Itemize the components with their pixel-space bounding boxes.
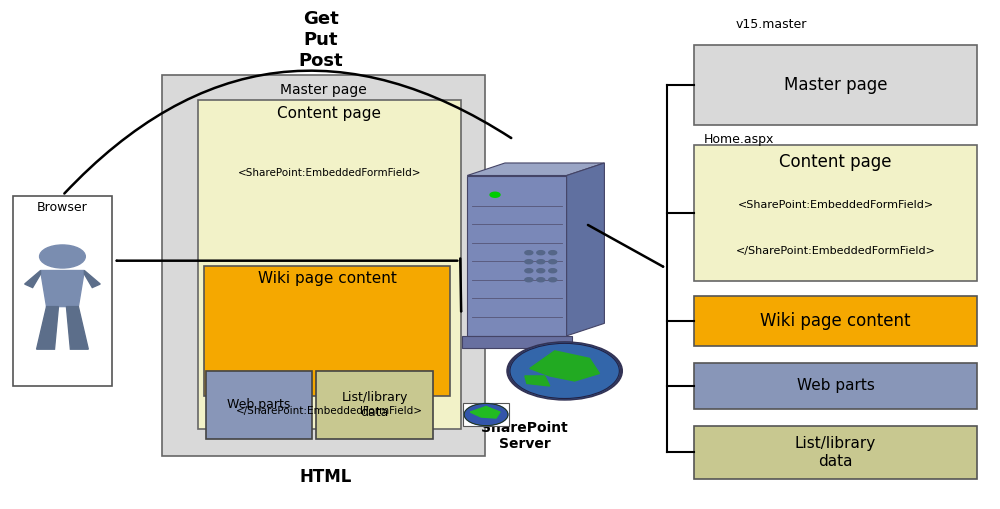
Text: Wiki page content: Wiki page content (760, 312, 911, 330)
Circle shape (537, 269, 545, 273)
Text: List/library
data: List/library data (795, 436, 876, 469)
Circle shape (490, 192, 500, 197)
Bar (694, 426, 977, 478)
Text: v15.master: v15.master (736, 18, 807, 31)
Text: Master page: Master page (280, 83, 367, 97)
Text: Get
Put
Post: Get Put Post (299, 10, 343, 70)
Polygon shape (66, 306, 88, 349)
Text: Wiki page content: Wiki page content (258, 271, 396, 286)
Bar (694, 363, 977, 409)
Text: HTML: HTML (300, 468, 352, 486)
Polygon shape (41, 270, 84, 306)
Polygon shape (37, 306, 58, 349)
Circle shape (525, 269, 533, 273)
Circle shape (549, 278, 557, 282)
Circle shape (525, 260, 533, 264)
Polygon shape (84, 270, 100, 288)
Circle shape (549, 250, 557, 254)
Circle shape (525, 278, 533, 282)
Text: <SharePoint:EmbeddedFormField>: <SharePoint:EmbeddedFormField> (738, 200, 934, 210)
Bar (162, 75, 485, 456)
Circle shape (549, 260, 557, 264)
Circle shape (537, 278, 545, 282)
Polygon shape (470, 407, 500, 418)
Bar (694, 296, 977, 346)
Text: </SharePoint:EmbeddedFormField>: </SharePoint:EmbeddedFormField> (236, 406, 423, 416)
Circle shape (507, 342, 622, 400)
Polygon shape (525, 376, 550, 386)
Text: Web parts: Web parts (227, 398, 291, 411)
Text: Home.aspx: Home.aspx (704, 133, 774, 146)
Bar (467, 176, 567, 336)
FancyArrowPatch shape (64, 71, 511, 193)
Text: Web parts: Web parts (797, 379, 875, 393)
Circle shape (510, 344, 619, 399)
Bar (316, 371, 433, 439)
Polygon shape (467, 163, 604, 176)
Text: Browser: Browser (37, 201, 88, 214)
Text: <SharePoint:EmbeddedFormField>: <SharePoint:EmbeddedFormField> (238, 168, 421, 178)
Polygon shape (530, 351, 599, 381)
Bar (204, 266, 450, 396)
Bar (694, 146, 977, 281)
Circle shape (464, 404, 508, 426)
Bar (206, 371, 312, 439)
Circle shape (537, 260, 545, 264)
Polygon shape (567, 163, 604, 336)
Polygon shape (25, 270, 41, 288)
Circle shape (525, 250, 533, 254)
FancyArrowPatch shape (588, 225, 663, 267)
Text: Content page: Content page (277, 106, 381, 121)
Bar (694, 45, 977, 125)
Text: List/library
data: List/library data (342, 391, 408, 419)
Text: Master page: Master page (784, 76, 887, 94)
Circle shape (537, 250, 545, 254)
Circle shape (549, 269, 557, 273)
Circle shape (40, 245, 85, 268)
Bar (463, 403, 509, 426)
Bar (198, 100, 461, 429)
Bar (462, 336, 572, 348)
Text: </SharePoint:EmbeddedFormField>: </SharePoint:EmbeddedFormField> (736, 246, 936, 256)
Text: Content page: Content page (779, 153, 892, 171)
Bar (13, 195, 112, 386)
Text: SharePoint
Server: SharePoint Server (481, 421, 568, 451)
